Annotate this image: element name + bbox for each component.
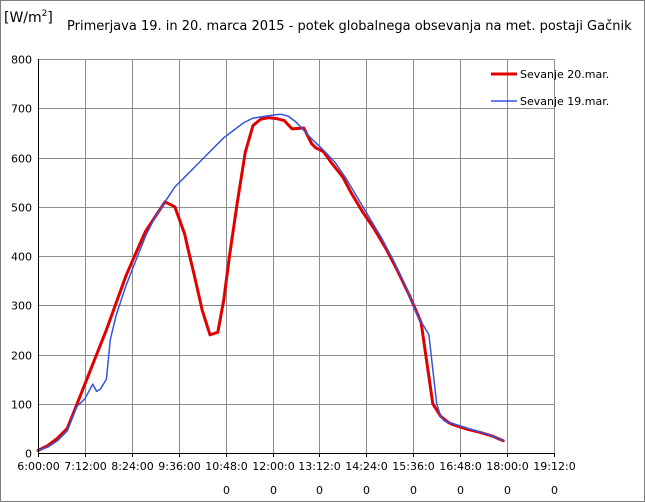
y-tick-label: 300	[11, 300, 32, 313]
x-tick-label: 15:36:0	[392, 460, 434, 473]
x-tick-label-wrap: 0	[551, 484, 558, 497]
legend-label: Sevanje 20.mar.	[520, 68, 609, 81]
x-tick-label-wrap: 0	[316, 484, 323, 497]
x-tick-label: 10:48:0	[205, 460, 247, 473]
x-tick-label-wrap: 0	[504, 484, 511, 497]
x-tick-label: 8:24:00	[111, 460, 153, 473]
y-axis-unit-label: [W/m2]	[4, 9, 53, 26]
legend: Sevanje 20.mar. Sevanje 19.mar.	[491, 68, 609, 108]
y-tick-label: 0	[25, 448, 32, 461]
grid	[38, 59, 555, 454]
x-tick-label: 7:12:00	[64, 460, 106, 473]
y-tick-label: 800	[11, 54, 32, 67]
y-tick-label: 100	[11, 399, 32, 412]
y-tick-label: 400	[11, 251, 32, 264]
y-tick-label: 200	[11, 350, 32, 363]
y-tick-label: 500	[11, 202, 32, 215]
y-tick-label: 700	[11, 103, 32, 116]
x-tick-label-wrap: 0	[363, 484, 370, 497]
x-tick-label-wrap: 0	[270, 484, 277, 497]
x-tick-label: 19:12:0	[533, 460, 575, 473]
x-tick-label-wrap: 0	[457, 484, 464, 497]
chart-title: Primerjava 19. in 20. marca 2015 - potek…	[67, 19, 632, 34]
axes: 0 100 200 300 400 500 600 700 800 6:00:00 7:12:00 8…	[11, 54, 576, 498]
x-tick-label: 13:12:0	[298, 460, 340, 473]
x-tick-label: 16:48:0	[439, 460, 481, 473]
series-lines	[36, 113, 505, 452]
x-tick-label: 9:36:00	[158, 460, 200, 473]
series-line-1	[36, 116, 505, 452]
x-tick-label: 6:00:00	[17, 460, 59, 473]
x-tick-label: 12:00:0	[252, 460, 294, 473]
series-line-2	[37, 113, 504, 452]
legend-label: Sevanje 19.mar.	[520, 95, 609, 108]
x-tick-label: 14:24:0	[345, 460, 387, 473]
x-tick-label: 18:00:0	[486, 460, 528, 473]
x-tick-label-wrap: 0	[410, 484, 417, 497]
y-tick-label: 600	[11, 153, 32, 166]
x-tick-label-wrap: 0	[223, 484, 230, 497]
